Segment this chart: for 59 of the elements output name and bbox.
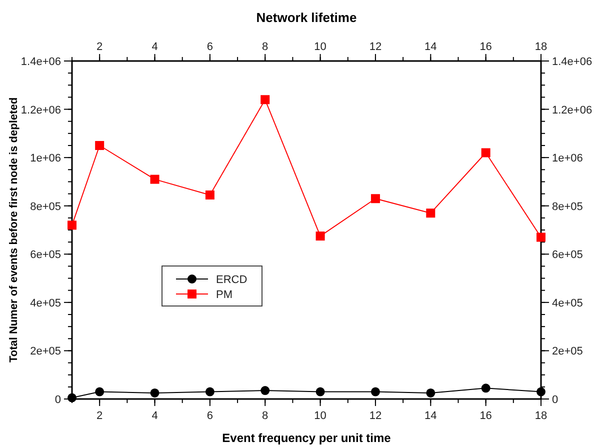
x2-tick-label: 2 bbox=[96, 410, 103, 422]
y-tick-label: 8e+05 bbox=[30, 200, 61, 213]
x-axis-title: Event frequency per unit time bbox=[222, 431, 392, 445]
y-tick-label: 1.2e+06 bbox=[20, 104, 61, 116]
y2-tick-label: 1.4e+06 bbox=[552, 56, 592, 68]
point bbox=[68, 393, 76, 402]
x2-tick-label: 18 bbox=[534, 410, 548, 422]
y2-tick-label: 2e+05 bbox=[552, 346, 583, 358]
point bbox=[426, 388, 436, 398]
point bbox=[426, 208, 436, 218]
y-axis-title: Total Numer of events before first node is depleted bbox=[8, 97, 20, 363]
y2-tick-label: 4e+05 bbox=[552, 297, 583, 310]
point bbox=[316, 387, 325, 396]
y2-tick-label: 8e+05 bbox=[552, 200, 583, 213]
point bbox=[481, 148, 490, 158]
point bbox=[481, 384, 490, 393]
y2-tick-label: 6e+05 bbox=[552, 249, 583, 262]
legend-label: ERCD bbox=[216, 274, 248, 286]
x-tick-label: 16 bbox=[480, 41, 492, 53]
x-tick-label: 4 bbox=[152, 41, 158, 53]
y-tick-label: 1e+06 bbox=[30, 152, 61, 165]
point bbox=[68, 220, 76, 230]
y-tick-label: 4e+05 bbox=[30, 297, 61, 310]
y-tick-label: 1.4e+06 bbox=[20, 56, 61, 68]
point bbox=[370, 387, 380, 396]
x-tick-label: 10 bbox=[314, 41, 326, 53]
x-tick-label: 6 bbox=[206, 41, 214, 53]
point bbox=[150, 174, 160, 184]
point bbox=[95, 141, 104, 150]
x-tick-label: 14 bbox=[424, 41, 437, 53]
point bbox=[370, 194, 380, 204]
y-tick-label: 0 bbox=[54, 394, 61, 406]
point bbox=[95, 387, 104, 396]
y2-tick-label: 1e+06 bbox=[552, 152, 583, 165]
y-tick-label: 2e+05 bbox=[30, 346, 61, 358]
x2-tick-label: 14 bbox=[424, 410, 437, 422]
point bbox=[316, 232, 325, 241]
chart-title: Network lifetime bbox=[256, 10, 357, 25]
x-tick-label: 18 bbox=[534, 41, 548, 53]
x2-tick-label: 10 bbox=[314, 410, 326, 422]
x2-tick-label: 6 bbox=[206, 410, 214, 422]
point bbox=[205, 190, 214, 200]
point bbox=[205, 387, 214, 396]
x-tick-label: 8 bbox=[262, 41, 268, 53]
point bbox=[536, 387, 546, 396]
x-tick-label: 12 bbox=[369, 41, 382, 53]
y2-tick-label: 1.2e+06 bbox=[552, 104, 592, 116]
y-tick-label: 6e+05 bbox=[30, 249, 61, 262]
x2-tick-label: 16 bbox=[480, 410, 492, 422]
x2-tick-label: 12 bbox=[369, 410, 382, 422]
x-tick-label: 2 bbox=[96, 41, 103, 53]
legend-label: PM bbox=[216, 289, 232, 301]
point bbox=[536, 232, 546, 242]
x2-tick-label: 8 bbox=[262, 410, 268, 422]
point bbox=[260, 386, 270, 396]
point bbox=[150, 388, 160, 398]
x2-tick-label: 4 bbox=[152, 410, 158, 422]
y2-tick-label: 0 bbox=[552, 394, 558, 406]
point bbox=[260, 95, 270, 104]
